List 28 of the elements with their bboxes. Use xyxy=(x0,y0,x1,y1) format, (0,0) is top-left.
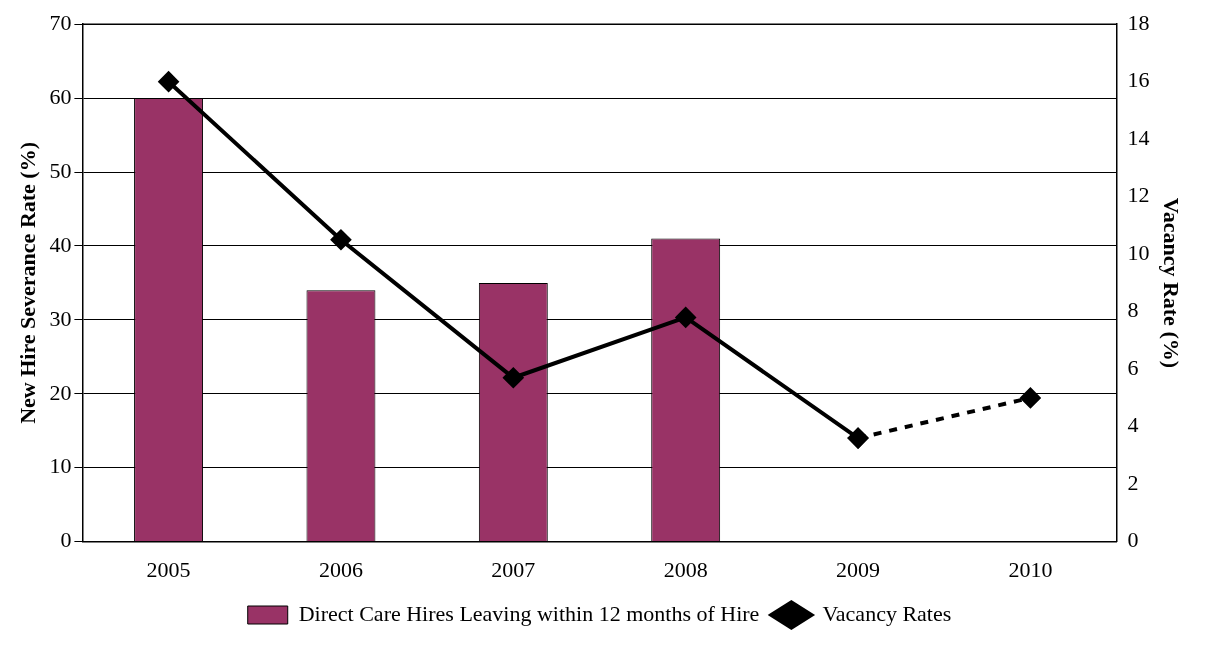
x-tick-label: 2010 xyxy=(1008,556,1053,582)
y2-tick-label: 14 xyxy=(1127,124,1150,150)
y2-tick-label: 8 xyxy=(1127,297,1139,323)
x-tick-label: 2008 xyxy=(663,556,708,582)
y2-tick-label: 0 xyxy=(1127,527,1139,553)
y-tick-label: 50 xyxy=(49,157,72,183)
x-tick-label: 2005 xyxy=(146,556,191,582)
y2-tick-label: 4 xyxy=(1127,412,1139,438)
legend-label: Vacancy Rates xyxy=(822,600,952,626)
legend-label: Direct Care Hires Leaving within 12 months of Hire xyxy=(298,600,760,626)
y-tick-label: 30 xyxy=(49,305,72,331)
y-tick-label: 10 xyxy=(49,453,72,479)
y-tick-label: 40 xyxy=(49,231,72,257)
y-tick-label: 70 xyxy=(49,9,72,35)
y2-tick-label: 2 xyxy=(1127,469,1139,495)
y2-tick-label: 18 xyxy=(1127,9,1150,35)
x-tick-label: 2006 xyxy=(318,556,363,582)
y-tick-label: 0 xyxy=(60,527,72,553)
y-tick-label: 20 xyxy=(49,379,72,405)
y2-tick-label: 6 xyxy=(1127,354,1139,380)
y-tick-label: 60 xyxy=(49,83,72,109)
y-axis-title: New Hire Severance Rate (%) xyxy=(14,141,40,424)
y2-axis-title: Vacancy Rate (%) xyxy=(1159,197,1185,369)
y2-tick-label: 16 xyxy=(1127,67,1150,93)
x-tick-label: 2007 xyxy=(491,556,536,582)
x-tick-label: 2009 xyxy=(836,556,881,582)
y2-tick-label: 12 xyxy=(1127,182,1150,208)
y2-tick-label: 10 xyxy=(1127,239,1150,265)
